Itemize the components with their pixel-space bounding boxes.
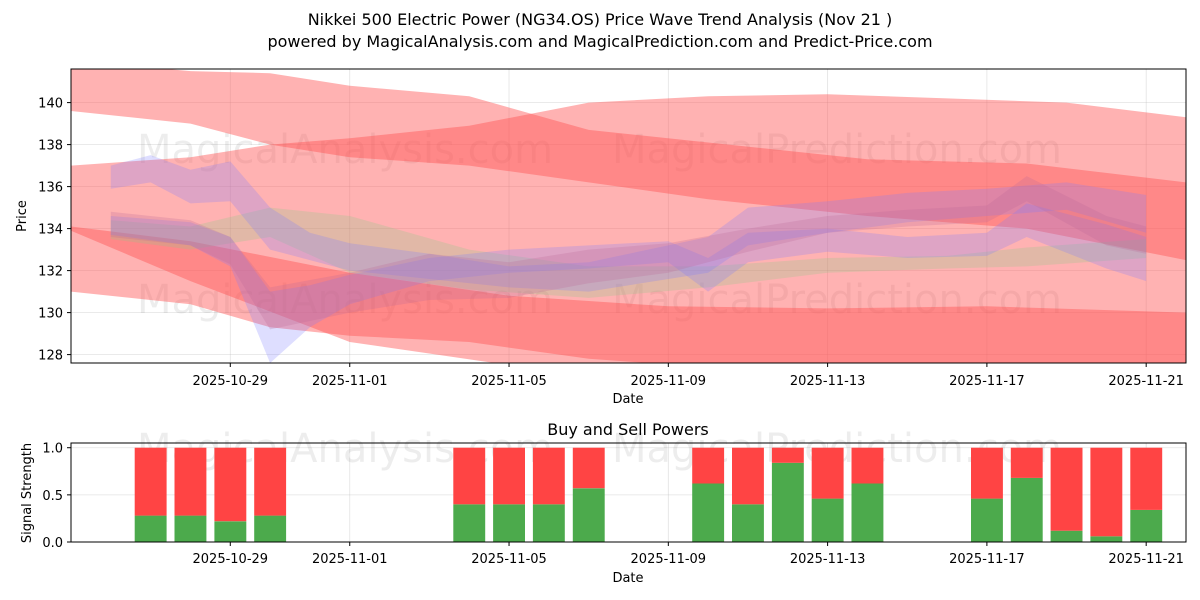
buy-bar bbox=[1090, 536, 1123, 542]
price-x-axis-label: Date bbox=[612, 392, 643, 407]
sell-bar bbox=[971, 447, 1003, 499]
price-x-tick-label: 2025-10-29 bbox=[193, 374, 269, 389]
sell-bar bbox=[732, 447, 764, 505]
watermark-top-right: MagicalPrediction.com bbox=[612, 127, 1062, 173]
buy-sell-x-axis-label: Date bbox=[612, 571, 643, 586]
watermark-top-left: MagicalAnalysis.com bbox=[137, 127, 553, 173]
buy-sell-plot-frame bbox=[70, 442, 1187, 543]
sell-bar bbox=[1050, 447, 1083, 531]
price-wave-bands bbox=[71, 69, 1186, 363]
buy-bar bbox=[851, 483, 884, 542]
price-x-tick-label: 2025-11-21 bbox=[1108, 374, 1184, 389]
watermark-mid-left: MagicalAnalysis.com bbox=[137, 277, 553, 323]
band-blue-wave-b bbox=[110, 203, 1147, 363]
buy-sell-y-axis-label: Signal Strength bbox=[20, 443, 35, 543]
price-y-tick-label: 136 bbox=[38, 181, 63, 196]
sell-bar bbox=[174, 447, 207, 516]
buy-bar bbox=[214, 521, 247, 542]
figure-title-line1: Nikkei 500 Electric Power (NG34.OS) Pric… bbox=[308, 10, 893, 29]
sell-bar bbox=[1130, 447, 1163, 510]
sell-bar bbox=[254, 447, 287, 516]
figure-title-line2: powered by MagicalAnalysis.com and Magic… bbox=[267, 32, 932, 51]
price-y-tick-label: 134 bbox=[38, 223, 63, 238]
sell-bar bbox=[1010, 447, 1043, 478]
price-x-tick-label: 2025-11-17 bbox=[949, 374, 1025, 389]
price-grid bbox=[71, 69, 1186, 363]
buy-sell-chart: Buy and Sell Powers MagicalAnalysis.com … bbox=[20, 420, 1187, 586]
band-blue-wave-a bbox=[110, 155, 1147, 292]
buy-sell-y-ticks: 0.0 0.5 1.0 bbox=[42, 442, 71, 551]
price-y-tick-label: 128 bbox=[38, 349, 63, 364]
buy-bar bbox=[174, 515, 207, 542]
price-x-ticks: 2025-10-29 2025-11-01 2025-11-05 2025-11-09… bbox=[193, 363, 1184, 389]
sell-bar bbox=[493, 447, 525, 505]
buy-bar bbox=[254, 515, 287, 542]
buy-bar bbox=[572, 488, 605, 542]
buy-sell-x-tick-label: 2025-11-21 bbox=[1108, 552, 1184, 567]
price-x-tick-label: 2025-11-05 bbox=[471, 374, 547, 389]
price-y-tick-label: 130 bbox=[38, 307, 63, 322]
buy-bar bbox=[134, 515, 167, 542]
band-middle-red-band bbox=[71, 94, 1186, 363]
buy-bar bbox=[532, 504, 565, 542]
price-x-tick-label: 2025-11-09 bbox=[631, 374, 707, 389]
buy-sell-x-tick-label: 2025-11-09 bbox=[631, 552, 707, 567]
buy-bar bbox=[811, 498, 844, 542]
buy-sell-y-tick-label: 0.5 bbox=[42, 489, 63, 504]
buy-sell-x-tick-label: 2025-11-17 bbox=[949, 552, 1025, 567]
sell-bar bbox=[453, 447, 486, 505]
price-y-tick-label: 132 bbox=[38, 265, 63, 280]
band-purple-wave bbox=[110, 176, 1147, 330]
buy-sell-y-tick-label: 1.0 bbox=[42, 442, 63, 457]
sell-bar bbox=[572, 447, 605, 489]
sell-bar bbox=[1090, 447, 1123, 537]
band-lower-red-band bbox=[71, 226, 1186, 363]
sell-bar bbox=[134, 447, 167, 516]
sell-bar bbox=[532, 447, 565, 505]
buy-bar bbox=[732, 504, 764, 542]
band-upper-red-band bbox=[71, 69, 1186, 261]
sell-bar bbox=[811, 447, 844, 499]
price-watermarks: MagicalAnalysis.com MagicalPrediction.co… bbox=[137, 127, 1062, 323]
sell-bar bbox=[771, 447, 804, 463]
sell-bar bbox=[692, 447, 725, 484]
price-y-axis-label: Price bbox=[15, 200, 30, 232]
sell-bar bbox=[851, 447, 884, 484]
buy-sell-y-tick-label: 0.0 bbox=[42, 536, 63, 551]
band-green-band bbox=[110, 207, 1147, 298]
buy-sell-x-tick-label: 2025-11-01 bbox=[312, 552, 388, 567]
price-y-tick-label: 138 bbox=[38, 139, 63, 154]
price-x-tick-label: 2025-11-13 bbox=[790, 374, 866, 389]
sell-bar bbox=[214, 447, 247, 522]
price-x-tick-label: 2025-11-01 bbox=[312, 374, 388, 389]
buy-bar bbox=[771, 462, 804, 542]
buy-bar bbox=[1130, 509, 1163, 542]
buy-bar bbox=[1010, 477, 1043, 542]
price-y-tick-label: 140 bbox=[38, 97, 63, 112]
buy-sell-x-tick-label: 2025-11-13 bbox=[790, 552, 866, 567]
price-wave-chart: MagicalAnalysis.com MagicalPrediction.co… bbox=[15, 68, 1187, 407]
buy-sell-bars bbox=[134, 447, 1163, 542]
buy-bar bbox=[971, 498, 1003, 542]
buy-bar bbox=[493, 504, 525, 542]
buy-bar bbox=[453, 504, 486, 542]
price-y-ticks: 128 130 132 134 136 138 140 bbox=[38, 97, 71, 364]
buy-sell-x-tick-label: 2025-10-29 bbox=[193, 552, 269, 567]
buy-sell-x-tick-label: 2025-11-05 bbox=[471, 552, 547, 567]
watermark-mid-right: MagicalPrediction.com bbox=[612, 277, 1062, 323]
buy-bar bbox=[692, 483, 725, 542]
price-plot-frame bbox=[70, 68, 1187, 364]
buy-sell-title: Buy and Sell Powers bbox=[547, 420, 709, 439]
buy-sell-x-ticks: 2025-10-29 2025-11-01 2025-11-05 2025-11-09… bbox=[193, 542, 1184, 567]
buy-bar bbox=[1050, 530, 1083, 542]
